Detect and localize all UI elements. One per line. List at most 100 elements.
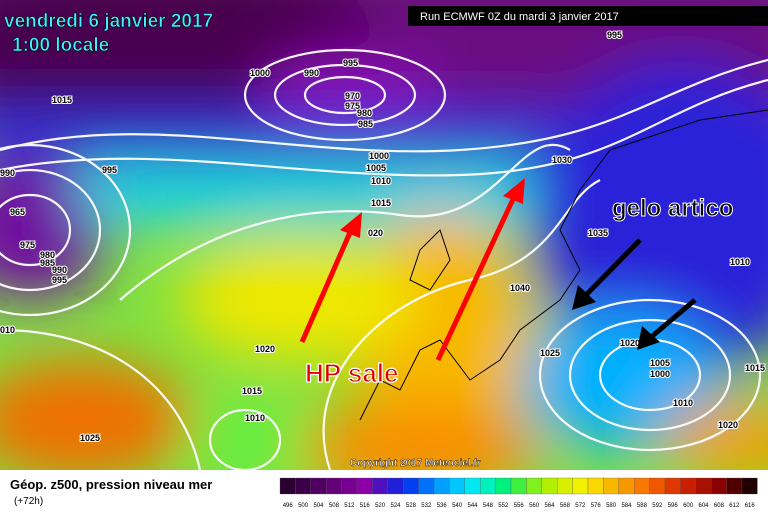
legend-swatch: [741, 477, 758, 495]
legend-swatch: [711, 477, 727, 495]
legend-label: 500: [298, 503, 309, 509]
isobar-label: 1020: [718, 420, 738, 430]
legend-label: 600: [683, 503, 694, 509]
legend-swatch: [295, 477, 311, 495]
isobar-label: 990: [0, 168, 15, 178]
isobar-label: 980: [40, 250, 55, 260]
isobar-label: 1020: [620, 338, 640, 348]
legend-label: 572: [575, 503, 586, 509]
legend-swatch: [618, 477, 635, 495]
legend-label: 508: [329, 503, 340, 509]
isobar-label: 995: [52, 275, 67, 285]
isobar-label: 990: [304, 68, 319, 78]
isobar-label: 965: [10, 207, 25, 217]
legend-swatch: [418, 477, 435, 495]
isobar-label: 985: [40, 258, 55, 268]
legend-swatch: [587, 477, 604, 495]
coastline: [359, 109, 768, 421]
legend-label: 528: [406, 503, 417, 509]
isobar-label: 1040: [510, 283, 530, 293]
legend-label: 532: [421, 503, 432, 509]
legend-label: 576: [591, 503, 602, 509]
isobar-label: 1020: [255, 344, 275, 354]
isobar-label: 1015: [371, 198, 391, 208]
legend-swatch: [372, 477, 388, 495]
legend-swatch: [634, 477, 650, 495]
legend-swatch: [664, 477, 681, 495]
isobar-label: 1010: [371, 176, 391, 186]
isobar-label: 975: [20, 240, 35, 250]
isobar-label: 1005: [366, 163, 386, 173]
legend-label: 540: [452, 503, 463, 509]
isobar-label: 995: [102, 165, 117, 175]
legend-swatch: [649, 477, 666, 495]
coastline: [409, 229, 451, 291]
legend-label: 512: [344, 503, 355, 509]
isobar-label: 995: [343, 58, 358, 68]
time-label: 1:00 locale: [12, 35, 109, 56]
isobar-label: 1025: [540, 348, 560, 358]
legend-swatch: [403, 477, 419, 495]
isobar-label: 1010: [673, 398, 693, 408]
legend-label: 564: [544, 503, 555, 509]
legend-swatch: [510, 477, 527, 495]
black-arrows: [572, 238, 697, 350]
legend-swatch: [433, 477, 450, 495]
isobar-label: 1015: [745, 363, 765, 373]
isobar-label: 990: [52, 265, 67, 275]
legend-swatch: [480, 477, 496, 495]
legend-label: 520: [375, 503, 386, 509]
legend-label: 556: [514, 503, 525, 509]
isobar-label: 1015: [242, 386, 262, 396]
isobar-label: 1000: [650, 369, 670, 379]
copyright: Copyright 2017 Meteociel.fr: [350, 458, 481, 469]
isobar-label: 1025: [80, 433, 100, 443]
date-label: vendredi 6 janvier 2017: [4, 11, 213, 32]
legend-swatch: [279, 477, 296, 495]
legend-label: 560: [529, 503, 540, 509]
cold-annotation: gelo artico: [612, 195, 733, 222]
isobar-label: 1000: [250, 68, 270, 78]
legend-label: 544: [467, 503, 478, 509]
isobar-label: 975: [345, 101, 360, 111]
legend-swatch: [310, 477, 327, 495]
legend-swatch: [726, 477, 743, 495]
legend-swatch: [449, 477, 465, 495]
legend-swatch: [680, 477, 696, 495]
footer-title: Géop. z500, pression niveau mer: [10, 477, 212, 492]
legend-swatch: [603, 477, 619, 495]
isobar-label: 1015: [52, 95, 72, 105]
legend-label: 580: [606, 503, 617, 509]
legend-swatch: [387, 477, 404, 495]
legend-label: 596: [668, 503, 679, 509]
isobar-label: 010: [0, 325, 15, 335]
legend-label: 588: [637, 503, 648, 509]
legend-swatch: [356, 477, 373, 495]
legend-swatch: [326, 477, 342, 495]
isobar-label: 020: [368, 228, 383, 238]
legend-swatch: [557, 477, 573, 495]
high-annotation: HP sale: [305, 358, 398, 388]
isobar-label: 995: [607, 30, 622, 40]
legend-label: 612: [729, 503, 740, 509]
legend-swatch: [541, 477, 558, 495]
legend-label: 604: [698, 503, 709, 509]
legend-label: 616: [745, 503, 756, 509]
legend-label: 516: [360, 503, 371, 509]
legend-label: 608: [714, 503, 725, 509]
red-arrows: [299, 178, 525, 362]
legend-swatch: [526, 477, 542, 495]
run-label: Run ECMWF 0Z du mardi 3 janvier 2017: [420, 11, 619, 23]
isobar-label: 1000: [369, 151, 389, 161]
legend-label: 524: [390, 503, 401, 509]
legend-swatch: [464, 477, 481, 495]
isobar-label: 1010: [245, 413, 265, 423]
legend-swatch: [695, 477, 712, 495]
isobar-label: 980: [357, 108, 372, 118]
run-box: [408, 6, 768, 26]
legend-swatch: [572, 477, 589, 495]
field: 1015100099599097097598098599599096597598…: [0, 0, 768, 470]
isobar-label: 1005: [650, 358, 670, 368]
isobar-label: 1030: [552, 155, 572, 165]
